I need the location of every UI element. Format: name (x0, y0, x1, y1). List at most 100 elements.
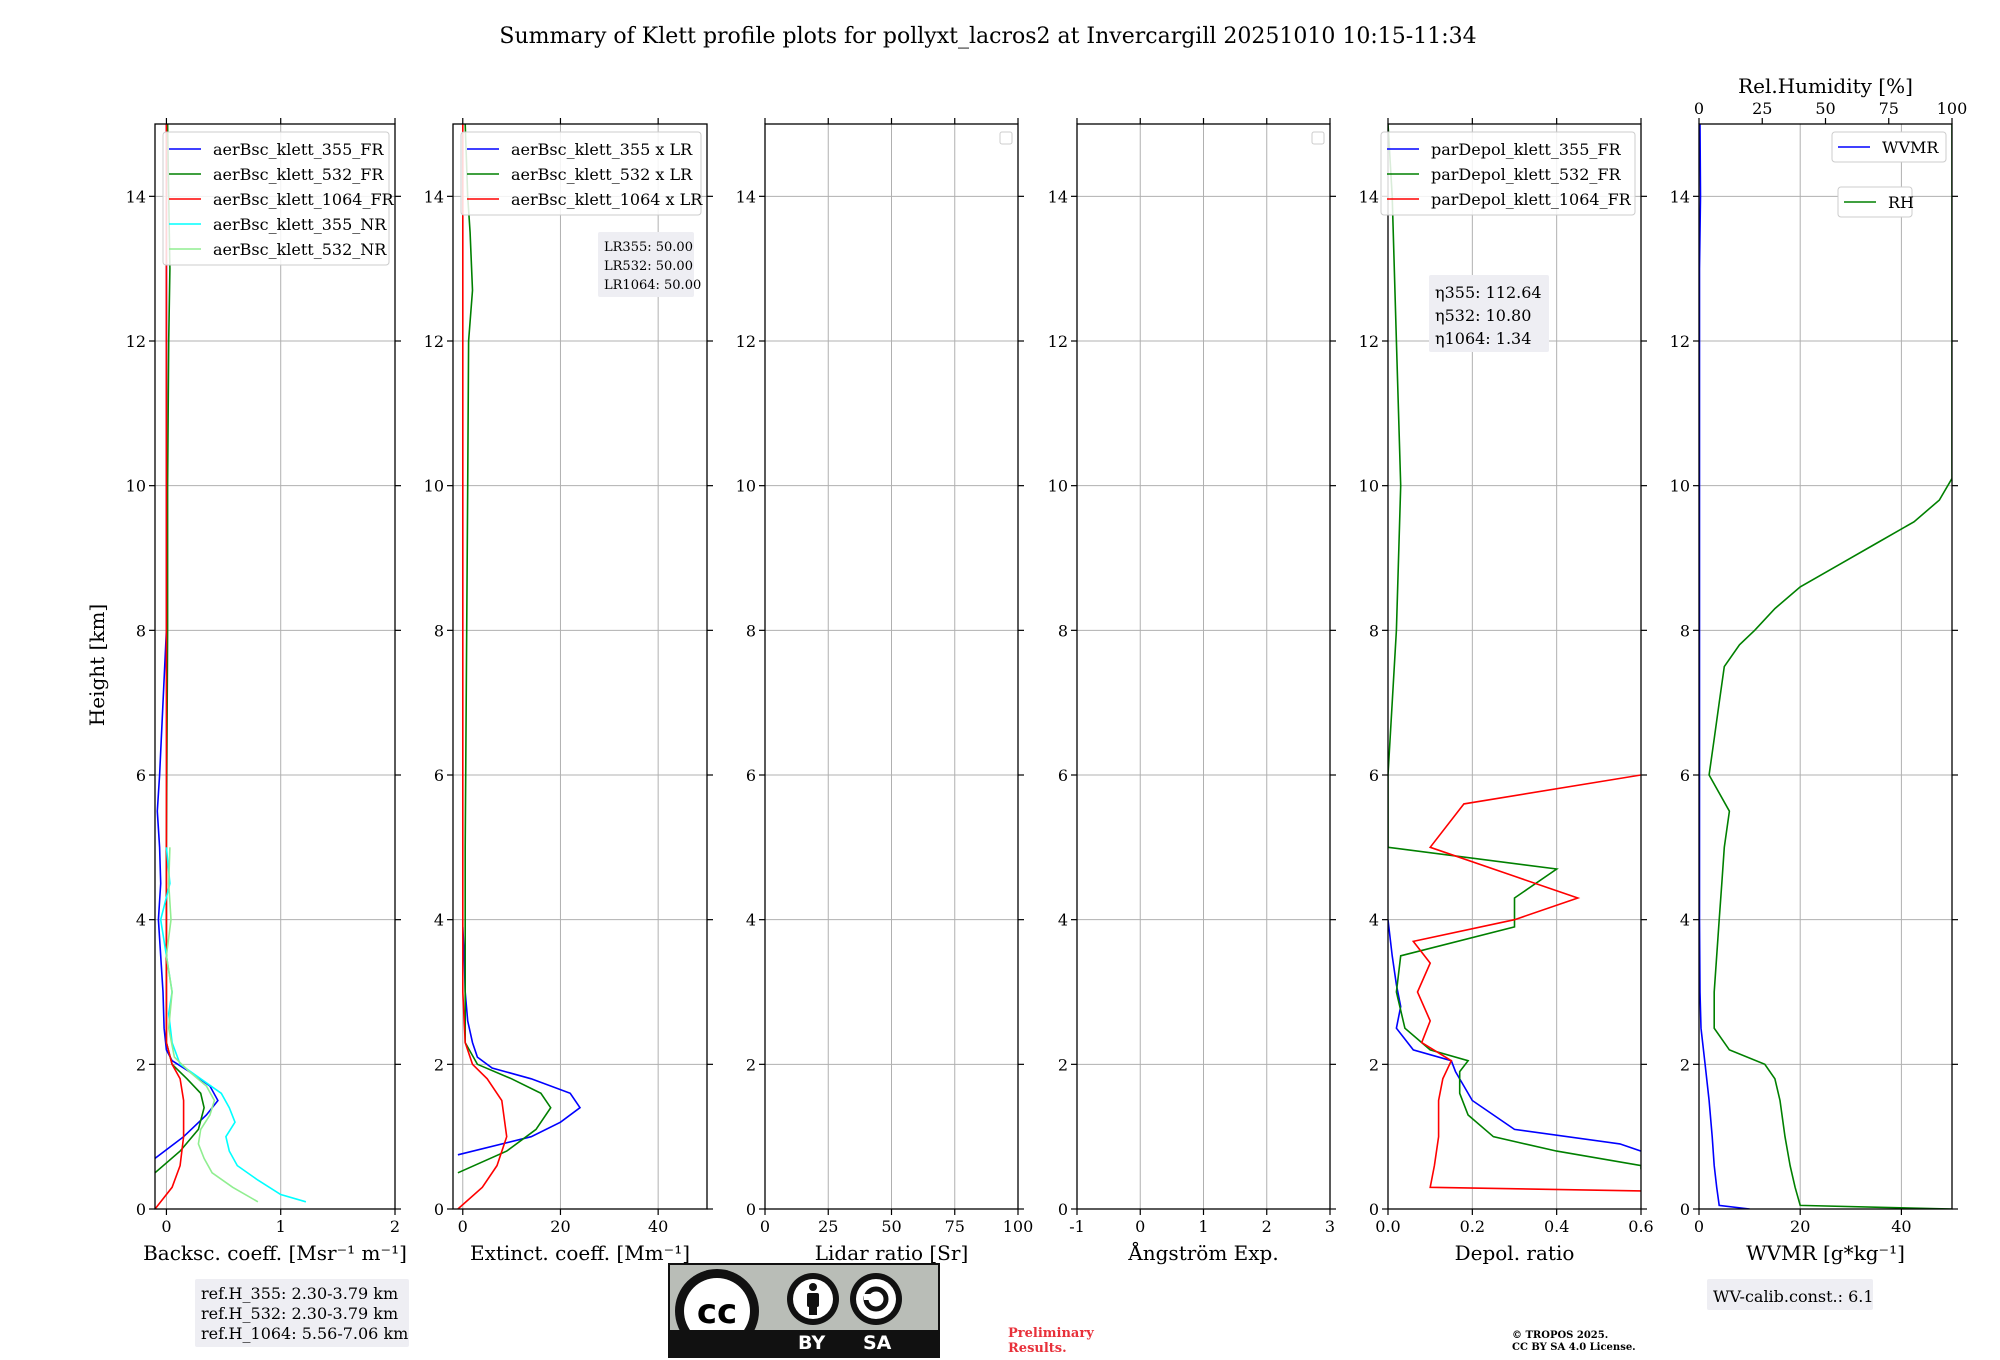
preliminary-note: Preliminary Results. (1008, 1326, 1094, 1356)
legend-frame (1380, 131, 1636, 216)
lidar-ratio-note: LR355: 50.00 LR532: 50.00 LR1064: 50.00 (598, 232, 701, 297)
y-tick-label: 10 (126, 477, 146, 496)
y-tick-label: 12 (1670, 332, 1690, 351)
legend-label-aerBsc_klett_355_NR: aerBsc_klett_355_NR (213, 215, 387, 234)
y-tick-label: 2 (1680, 1055, 1690, 1074)
panel-extinction: 0 20 40 0 2 4 6 8 10 12 14 Extinct. coeff. [Mm⁻¹] ae… (424, 118, 713, 1265)
y-tick-label: 2 (746, 1055, 756, 1074)
x-axis-label: WVMR [g*kg⁻¹] (1746, 1241, 1905, 1265)
y-tick-label: 10 (1359, 477, 1379, 496)
series-line-aerBsc_klett_1064 x LR (457, 124, 508, 1209)
series-line-aerBsc_klett_532 x LR (457, 124, 552, 1174)
x-tick-label: -1 (1069, 1217, 1085, 1236)
y-tick-label: 10 (736, 477, 756, 496)
legend-frame (162, 131, 390, 266)
legend-label-parDepol_klett_532_FR: parDepol_klett_532_FR (1431, 165, 1622, 184)
series-line-aerBsc_klett_532_FR (155, 124, 205, 1174)
x-axis-label: Depol. ratio (1455, 1241, 1575, 1265)
series-line-aerBsc_klett_355_FR (155, 124, 219, 1160)
y-tick-label: 0 (746, 1200, 756, 1219)
legend-label-aerBsc_klett_1064_FR: aerBsc_klett_1064_FR (213, 190, 395, 209)
empty-legend-box (1311, 131, 1325, 145)
secondary-x-tick-label: 100 (1937, 99, 1968, 118)
eta-note-line: η355: 112.64 (1435, 283, 1542, 302)
legend: RH (1837, 186, 1914, 218)
eta-note-line: η532: 10.80 (1435, 306, 1531, 325)
wv-calib-note-line: WV-calib.const.: 6.1 (1713, 1287, 1874, 1306)
series-line-RH (1708, 124, 1952, 1209)
y-tick-label: 12 (1359, 332, 1379, 351)
reference-height-note-frame (195, 1279, 409, 1347)
x-tick-label: 0.6 (1628, 1217, 1653, 1236)
y-tick-label: 0 (1680, 1200, 1690, 1219)
lidar-ratio-note-line: LR355: 50.00 (604, 240, 693, 255)
panel-lidar_ratio: 0 25 50 75 100 0 2 4 6 8 10 12 14 Lidar ratio [Sr] (736, 118, 1034, 1265)
axes-frame (1387, 123, 1642, 1210)
copyright-note: © TROPOS 2025. CC BY SA 4.0 License. (1512, 1330, 1636, 1354)
y-tick-label: 8 (1680, 621, 1690, 640)
y-axis-label: Height [km] (85, 604, 109, 726)
y-tick-label: 14 (424, 187, 444, 206)
y-tick-label: 2 (1369, 1055, 1379, 1074)
legend: aerBsc_klett_355 x LR aerBsc_klett_532 x … (460, 131, 703, 216)
y-tick-label: 2 (136, 1055, 146, 1074)
reference-height-note-line: ref.H_1064: 5.56-7.06 km (201, 1324, 408, 1343)
y-tick-label: 0 (1058, 1200, 1068, 1219)
x-tick-label: 1 (1198, 1217, 1208, 1236)
preliminary-line-1: Preliminary (1008, 1326, 1094, 1341)
y-tick-label: 0 (136, 1200, 146, 1219)
y-tick-label: 14 (126, 187, 146, 206)
legend-label-aerBsc_klett_532_FR: aerBsc_klett_532_FR (213, 165, 384, 184)
legend: WVMR (1831, 131, 1947, 163)
y-tick-label: 14 (1048, 187, 1068, 206)
legend-label-parDepol_klett_355_FR: parDepol_klett_355_FR (1431, 140, 1622, 159)
wv-calib-note: WV-calib.const.: 6.1 (1707, 1279, 1874, 1310)
series-line-parDepol_klett_532_FR (1388, 124, 1641, 1170)
y-tick-label: 6 (1058, 766, 1068, 785)
lidar-ratio-note-line: LR1064: 50.00 (604, 278, 701, 293)
secondary-x-tick-label: 75 (1879, 99, 1899, 118)
cc-by-label: BY (798, 1332, 826, 1354)
x-tick-label: 25 (818, 1217, 838, 1236)
eta-note-line: η1064: 1.34 (1435, 329, 1531, 348)
x-tick-label: 3 (1325, 1217, 1335, 1236)
legend-label-aerBsc_klett_532 x LR: aerBsc_klett_532 x LR (511, 165, 693, 184)
x-tick-label: 50 (881, 1217, 901, 1236)
x-tick-label: 0 (1694, 1217, 1704, 1236)
x-tick-label: 100 (1003, 1217, 1034, 1236)
x-tick-label: 40 (1891, 1217, 1911, 1236)
y-tick-label: 12 (424, 332, 444, 351)
secondary-x-tick-label: 25 (1752, 99, 1772, 118)
x-axis-label: Backsc. coeff. [Msr⁻¹ m⁻¹] (143, 1241, 407, 1265)
reference-height-note-line: ref.H_355: 2.30-3.79 km (201, 1284, 398, 1303)
y-tick-label: 4 (746, 911, 756, 930)
legend: aerBsc_klett_355_FR aerBsc_klett_532_FRae… (162, 131, 395, 266)
cc-license-badge: cc BY SA (668, 1263, 940, 1358)
y-tick-label: 4 (1058, 911, 1068, 930)
figure-title: Summary of Klett profile plots for polly… (499, 24, 1476, 49)
x-tick-label: 40 (648, 1217, 668, 1236)
y-tick-label: 4 (136, 911, 146, 930)
y-tick-label: 4 (1680, 911, 1690, 930)
legend-frame (1831, 131, 1947, 163)
x-tick-label: 0 (161, 1217, 171, 1236)
x-tick-label: 75 (945, 1217, 965, 1236)
y-tick-label: 4 (1369, 911, 1379, 930)
legend-label-aerBsc_klett_1064 x LR: aerBsc_klett_1064 x LR (511, 190, 703, 209)
x-tick-label: 2 (390, 1217, 400, 1236)
y-tick-label: 10 (424, 477, 444, 496)
preliminary-line-2: Results. (1008, 1341, 1067, 1356)
eta-note-frame (1429, 275, 1549, 352)
y-tick-label: 0 (1369, 1200, 1379, 1219)
x-tick-label: 0.2 (1460, 1217, 1485, 1236)
reference-height-note-line: ref.H_532: 2.30-3.79 km (201, 1304, 398, 1323)
y-tick-label: 0 (434, 1200, 444, 1219)
x-axis-label: Ångström Exp. (1127, 1240, 1278, 1265)
legend-frame (460, 131, 702, 216)
y-tick-label: 14 (736, 187, 756, 206)
secondary-x-tick-label: 50 (1815, 99, 1835, 118)
y-tick-label: 10 (1670, 477, 1690, 496)
